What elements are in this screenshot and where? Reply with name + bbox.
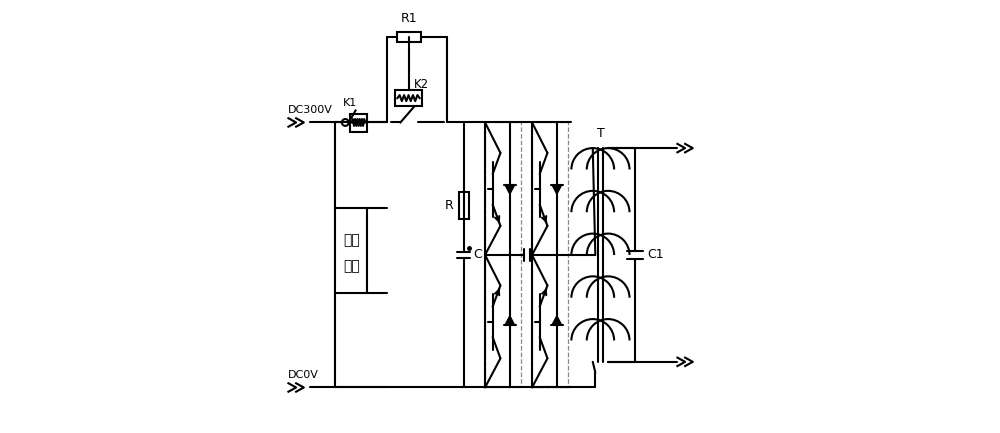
Text: R1: R1 — [401, 12, 417, 25]
Text: T: T — [597, 127, 604, 140]
Polygon shape — [552, 316, 562, 325]
Text: R: R — [445, 199, 453, 212]
Text: K2: K2 — [414, 78, 429, 91]
Polygon shape — [552, 185, 562, 194]
Text: 逆变: 逆变 — [343, 233, 360, 247]
Text: 电路: 电路 — [343, 259, 360, 273]
Text: C1: C1 — [647, 249, 664, 262]
Bar — [485, 123, 521, 388]
Bar — [335, 208, 367, 294]
Bar — [459, 192, 469, 219]
Bar — [395, 90, 422, 106]
Bar — [350, 114, 367, 132]
Bar — [532, 123, 568, 388]
Text: C: C — [473, 249, 482, 262]
Polygon shape — [505, 185, 515, 194]
Bar — [397, 32, 421, 42]
Text: K1: K1 — [343, 98, 357, 108]
Text: DC300V: DC300V — [288, 105, 332, 115]
Text: DC0V: DC0V — [288, 370, 318, 380]
Polygon shape — [505, 316, 515, 325]
